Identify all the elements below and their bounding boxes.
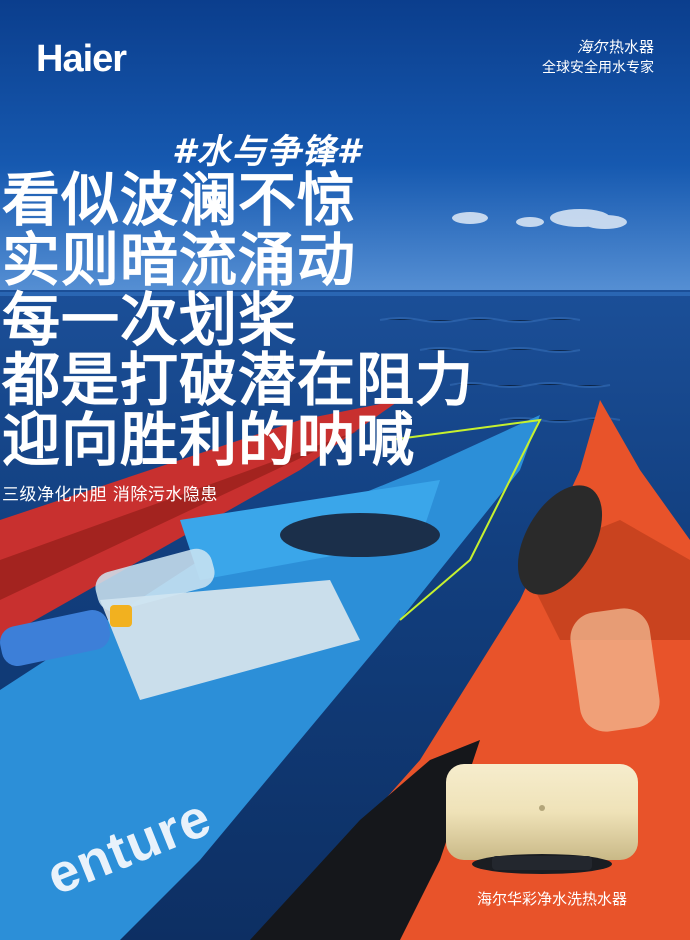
headline: 看似波澜不惊 实则暗流涌动 每一次划桨 都是打破潜在阻力 迎向胜利的呐喊 <box>2 170 474 470</box>
brand-script: 海尔 <box>576 38 607 56</box>
headline-line: 看似波澜不惊 <box>2 166 357 234</box>
haier-logo: Haier <box>36 38 127 80</box>
subtitle: 三级净化内胆 消除污水隐患 <box>2 485 218 505</box>
water-heater-image <box>446 764 638 874</box>
headline-line: 都是打破潜在阻力 <box>2 346 475 414</box>
clouds <box>452 209 627 229</box>
blue-kayak-hatch <box>280 513 440 557</box>
headline-line: 迎向胜利的呐喊 <box>2 406 416 474</box>
brand-tagline: 海尔 热水器 全球安全用水专家 <box>542 36 654 78</box>
water-bottles <box>0 548 660 732</box>
kayak-paddle <box>517 485 603 595</box>
product-line-label: 热水器 <box>608 38 654 56</box>
product-name: 海尔华彩净水洗热水器 <box>476 890 627 908</box>
waves <box>379 317 621 423</box>
cockpit-shadow <box>250 740 480 940</box>
headline-line: 实则暗流涌动 <box>2 226 357 294</box>
map-case <box>100 580 360 700</box>
headline-line: 每一次划桨 <box>2 286 298 354</box>
sky-background <box>0 0 690 300</box>
horizon <box>0 292 690 296</box>
hashtag: #水与争锋# <box>172 132 362 172</box>
red-kayak-shadow <box>0 430 360 600</box>
deck-line <box>389 418 542 621</box>
brand-slogan: 全球安全用水专家 <box>542 60 654 76</box>
product-line: 海尔 热水器 <box>542 36 654 58</box>
